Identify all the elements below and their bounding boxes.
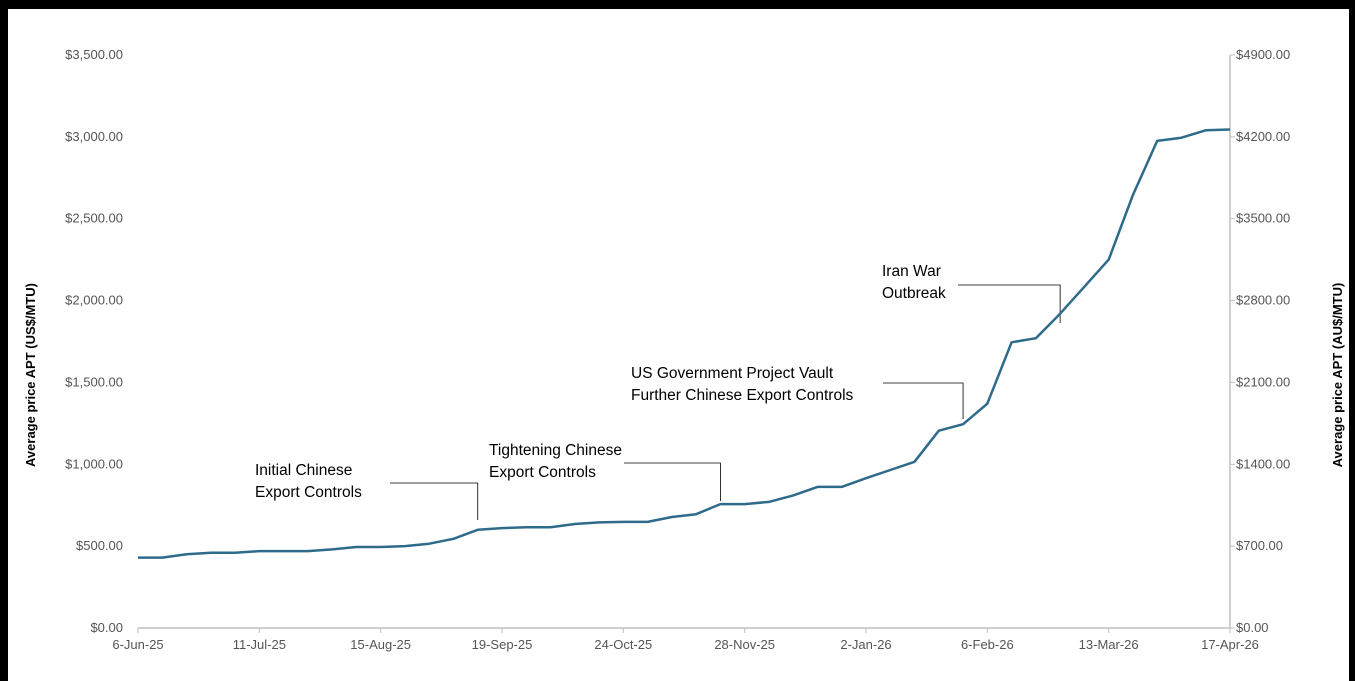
x-tick-label: 19-Sep-25 — [472, 637, 533, 652]
axes — [137, 54, 1235, 633]
annotation-text: Export Controls — [255, 484, 362, 501]
x-tick-label: 11-Jul-25 — [233, 637, 286, 652]
y-axis-left-title: Average price APT (US$/MTU) — [23, 283, 38, 467]
series-layer — [137, 128, 1231, 559]
y-right-tick-label: $2100.00 — [1236, 374, 1290, 389]
annotation-text: Outbreak — [882, 285, 946, 302]
x-tick-label: 28-Nov-25 — [714, 637, 775, 652]
y-right-tick-label: $0.00 — [1236, 620, 1269, 635]
annotation-leader — [958, 284, 1061, 323]
price-series-line — [138, 128, 1231, 559]
y-axis-right-title: Average price APT (AU$/MTU) — [1330, 283, 1345, 468]
annotation-text: Tightening Chinese — [489, 442, 622, 459]
chart-frame: $0.00 $500.00 $1,000.00 $1,500.00 $2,000.00 $… — [8, 9, 1349, 681]
x-tick-label: 6-Feb-26 — [961, 637, 1014, 652]
y-left-tick-label: $500.00 — [76, 538, 123, 553]
y-left-tick-label: $2,500.00 — [65, 211, 123, 226]
y-right-tick-label: $3500.00 — [1236, 211, 1290, 226]
x-tick-label: 24-Oct-25 — [594, 637, 652, 652]
y-left-tick-label: $1,500.00 — [65, 374, 123, 389]
y-left-tick-label: $1,000.00 — [65, 456, 123, 471]
annotation-leader — [883, 382, 964, 419]
annotation-text: Further Chinese Export Controls — [631, 387, 854, 404]
x-tick-label: 15-Aug-25 — [350, 637, 411, 652]
x-tick-label: 2-Jan-26 — [840, 637, 891, 652]
x-tick-label: 6-Jun-25 — [112, 637, 163, 652]
y-right-tick-label: $700.00 — [1236, 538, 1283, 553]
x-tick-label: 17-Apr-26 — [1201, 637, 1259, 652]
annotation-text: Initial Chinese — [255, 462, 352, 479]
y-left-tick-label: $0.00 — [90, 620, 123, 635]
y-left-tick-label: $3,500.00 — [65, 47, 123, 62]
annotation: US Government Project Vault Further Chine… — [631, 365, 964, 419]
y-left-tick-label: $2,000.00 — [65, 293, 123, 308]
y-right-tick-label: $4900.00 — [1236, 47, 1290, 62]
annotation: Tightening Chinese Export Controls — [489, 442, 721, 501]
y-left-tick-label: $3,000.00 — [65, 129, 123, 144]
annotation-text: US Government Project Vault — [631, 365, 834, 382]
y-right-tick-label: $1400.00 — [1236, 456, 1290, 471]
y-right-tick-label: $2800.00 — [1236, 293, 1290, 308]
annotation: Initial Chinese Export Controls — [255, 462, 479, 520]
annotation: Iran War Outbreak — [882, 263, 1061, 323]
tick-labels: $0.00 $500.00 $1,000.00 $1,500.00 $2,000.00 $… — [65, 47, 1290, 652]
annotation-text: Export Controls — [489, 464, 596, 481]
line-chart: $0.00 $500.00 $1,000.00 $1,500.00 $2,000.00 $… — [23, 47, 1345, 652]
annotation-leader — [390, 482, 479, 520]
x-tick-label: 13-Mar-26 — [1079, 637, 1139, 652]
y-right-tick-label: $4200.00 — [1236, 129, 1290, 144]
annotation-text: Iran War — [882, 263, 941, 280]
annotation-leader — [624, 462, 721, 501]
